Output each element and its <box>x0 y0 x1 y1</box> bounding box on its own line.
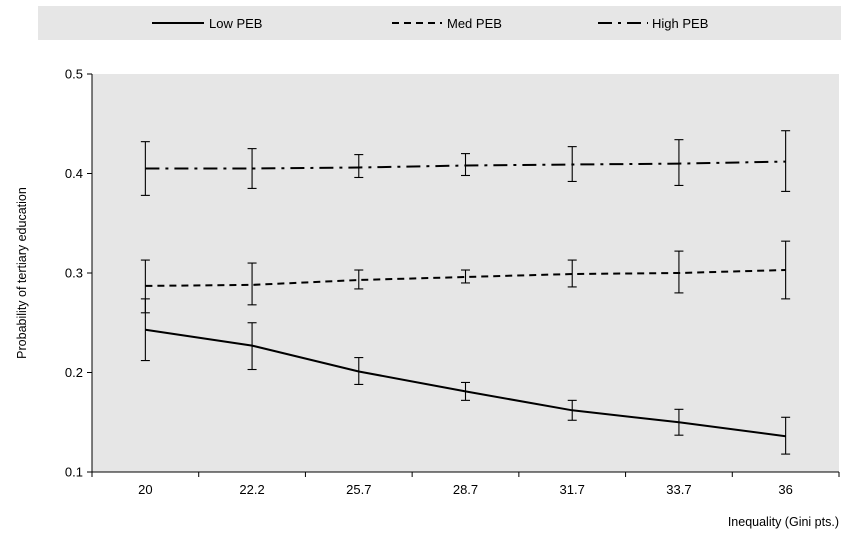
series-layer <box>140 130 791 455</box>
legend-item: High PEB <box>598 16 708 31</box>
series-high-peb <box>140 130 791 196</box>
y-tick-label: 0.1 <box>65 465 83 480</box>
error-bar <box>354 154 364 179</box>
y-tick-label: 0.5 <box>65 67 83 82</box>
y-axis-title: Probability of tertiary education <box>15 187 29 359</box>
error-bar <box>781 130 791 192</box>
x-tick-label: 36 <box>778 482 792 497</box>
y-axis: 0.1 0.2 0.3 0.4 0.5 <box>65 67 93 480</box>
x-tick-label: 20 <box>138 482 152 497</box>
error-bar <box>247 262 257 306</box>
error-bar <box>247 148 257 189</box>
legend-label: Low PEB <box>209 16 262 31</box>
series-line-med-peb <box>145 269 786 287</box>
error-bar <box>461 269 470 284</box>
x-tick-label: 31.7 <box>560 482 585 497</box>
series-line-low-peb <box>145 328 786 438</box>
series-med-peb <box>140 240 791 314</box>
y-tick-label: 0.3 <box>65 266 83 281</box>
error-bar <box>140 259 150 314</box>
x-axis: 20 22.2 25.7 28.7 31.7 33.7 36 <box>91 471 840 497</box>
legend-label: Med PEB <box>447 16 502 31</box>
legend-item: Low PEB <box>152 16 262 31</box>
error-bar <box>567 259 577 288</box>
x-axis-title: Inequality (Gini pts.) <box>728 515 839 529</box>
series-low-peb <box>140 298 791 455</box>
y-tick-label: 0.2 <box>65 365 83 380</box>
legend-label: High PEB <box>652 16 708 31</box>
x-tick-label: 28.7 <box>453 482 478 497</box>
x-tick-label: 22.2 <box>239 482 264 497</box>
error-bar <box>674 139 684 186</box>
error-bar <box>354 269 364 290</box>
error-bar <box>781 240 791 300</box>
legend-item: Med PEB <box>392 16 502 31</box>
y-tick-label: 0.4 <box>65 166 83 181</box>
x-tick-label: 25.7 <box>346 482 371 497</box>
error-bar <box>140 141 150 196</box>
series-line-high-peb <box>145 160 786 170</box>
x-tick-label: 33.7 <box>666 482 691 497</box>
legend: Low PEB Med PEB High PEB <box>152 16 708 31</box>
